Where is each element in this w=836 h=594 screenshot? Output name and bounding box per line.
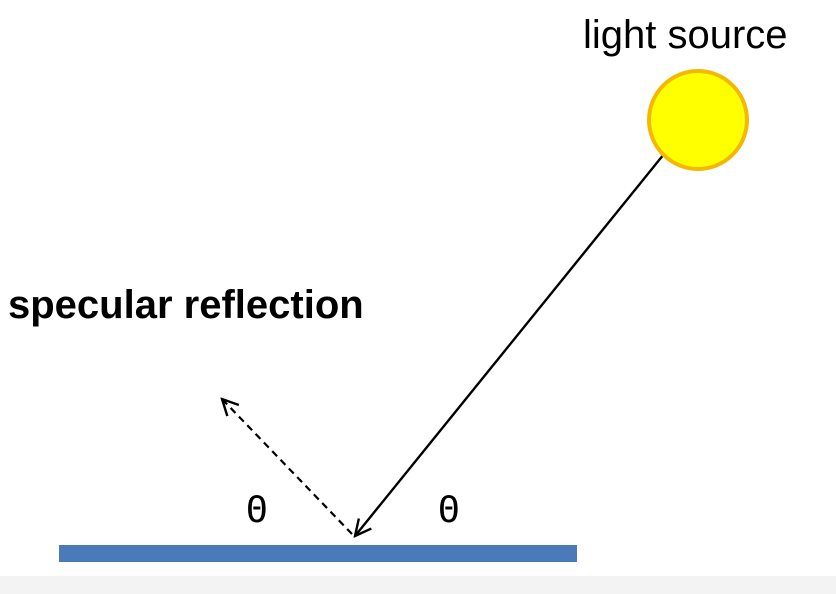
angle-left-label: Θ — [246, 490, 268, 531]
bottom-band — [0, 576, 836, 594]
incident-ray — [355, 153, 665, 536]
reflected-ray — [222, 399, 353, 535]
angle-right-label: Θ — [438, 490, 460, 531]
light-source-icon — [647, 69, 749, 171]
reflective-surface — [59, 545, 577, 562]
specular-reflection-label: specular reflection — [8, 283, 364, 327]
light-source-label: light source — [583, 13, 788, 57]
